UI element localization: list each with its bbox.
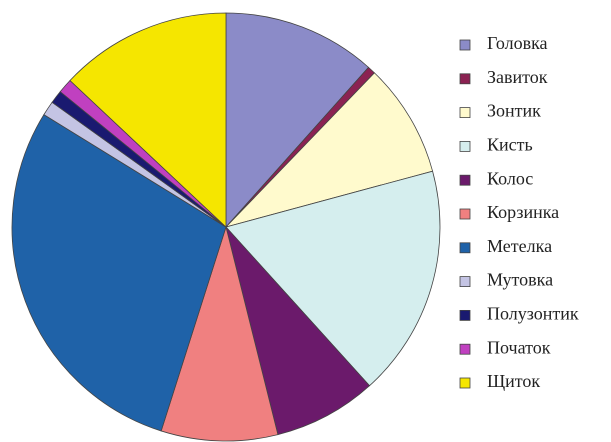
legend-label: Кисть xyxy=(487,135,533,155)
pie-slice xyxy=(224,72,434,228)
pie-slice xyxy=(69,12,227,228)
legend-label: Полузонтик xyxy=(487,304,579,324)
legend-swatch xyxy=(459,174,471,186)
legend-swatch xyxy=(459,73,471,85)
legend-swatch xyxy=(459,377,471,389)
legend-swatch xyxy=(459,39,471,51)
legend-swatch xyxy=(459,242,471,254)
legend-label: Зонтик xyxy=(487,101,541,121)
legend-swatch xyxy=(459,276,471,288)
legend-label: Головка xyxy=(487,33,548,53)
legend-swatch xyxy=(459,343,471,355)
legend-label: Корзинка xyxy=(487,202,559,222)
pie-slice xyxy=(225,170,441,387)
legend-swatch xyxy=(459,140,471,152)
legend-swatch xyxy=(459,208,471,220)
legend-label: Щиток xyxy=(487,371,540,391)
legend-swatch xyxy=(459,309,471,321)
pie-slice xyxy=(160,225,279,442)
legend-label: Метелка xyxy=(487,236,552,256)
legend-label: Мутовка xyxy=(487,270,553,290)
legend-label: Колос xyxy=(487,168,533,188)
legend-label: Початок xyxy=(487,337,551,357)
legend-label: Завиток xyxy=(487,67,548,87)
pie-slice xyxy=(11,114,227,432)
pie-slice xyxy=(225,12,370,229)
legend-swatch xyxy=(459,107,471,118)
pie-slice xyxy=(225,226,371,436)
